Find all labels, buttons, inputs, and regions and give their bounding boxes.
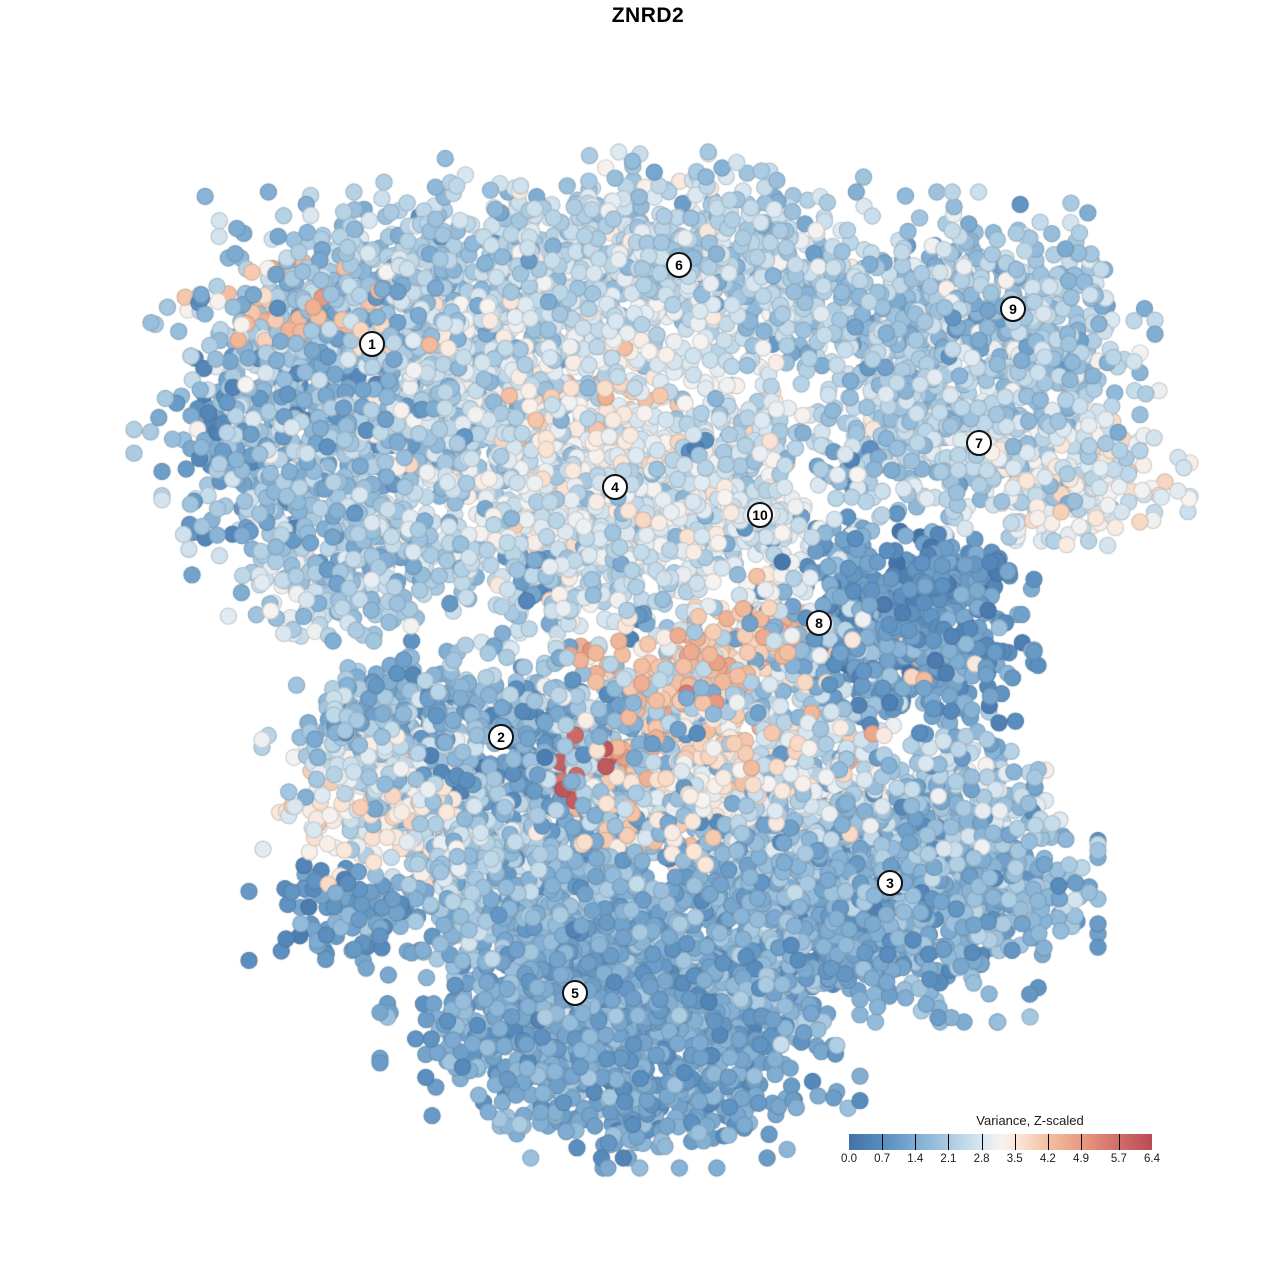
legend-tick-label: 6.4 bbox=[1144, 1153, 1160, 1165]
legend-tick-label: 0.7 bbox=[874, 1153, 891, 1165]
legend-tick-line bbox=[981, 1134, 983, 1150]
legend-tick-line bbox=[1014, 1134, 1016, 1150]
legend-tick-label: 0.0 bbox=[841, 1153, 857, 1165]
legend-tick-label: 4.2 bbox=[1039, 1153, 1056, 1165]
page-title: ZNRD2 bbox=[611, 4, 685, 27]
legend-tick-label: 4.9 bbox=[1072, 1153, 1089, 1165]
legend-tick-label: 1.4 bbox=[907, 1153, 924, 1165]
legend-tick-label: 2.1 bbox=[940, 1153, 957, 1165]
legend-tick-line bbox=[1080, 1134, 1082, 1150]
legend-tick-line bbox=[1047, 1134, 1049, 1150]
legend-title: Variance, Z-scaled bbox=[976, 1113, 1084, 1128]
legend-colorbar bbox=[849, 1134, 1152, 1150]
legend-tick-label: 5.7 bbox=[1110, 1153, 1127, 1165]
legend-tick-line bbox=[915, 1134, 917, 1150]
legend-tick-label: 3.5 bbox=[1006, 1153, 1023, 1165]
legend-tick-label: 2.8 bbox=[973, 1153, 990, 1165]
legend-tick-line bbox=[882, 1134, 884, 1150]
legend-tick-line bbox=[1118, 1134, 1120, 1150]
legend-tick-line bbox=[948, 1134, 950, 1150]
